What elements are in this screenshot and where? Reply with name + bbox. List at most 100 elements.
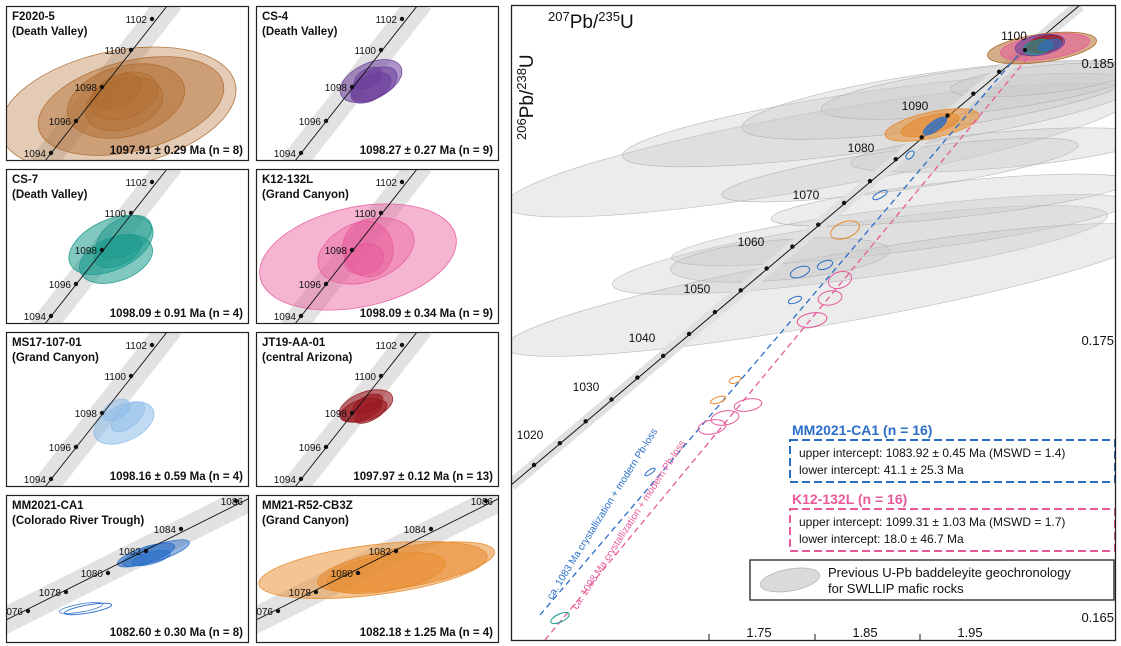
- concordia-age-label: 1100: [104, 372, 126, 383]
- concordia-age-label: 1098: [75, 83, 98, 94]
- concordia-age-label: 1100: [104, 209, 126, 220]
- analysis-ellipse-open: [872, 189, 888, 201]
- panel-frame: [255, 5, 500, 162]
- concordia-age-dot: [393, 548, 399, 554]
- concordia-age-label: 1082: [119, 547, 142, 558]
- panel-plot-area: 1086 1084 1082 1080 1078 076: [6, 495, 249, 635]
- panel-title: MM21-R52-CB3Z: [262, 500, 353, 512]
- concordia-age-dot: [25, 608, 31, 614]
- panel-mm2021-ca1: 1086 1084 1082 1080 1078 076 MM2021-CA1 (Colora…: [5, 494, 250, 644]
- concordia-age-dot: [99, 84, 105, 90]
- previous-data-ellipse: [950, 62, 1116, 98]
- panel-k12-132l: 1102 1100 1098 1096 1094 K12-132L (Grand Canyo…: [255, 168, 500, 325]
- analysis-ellipse-open: [550, 611, 570, 625]
- concordia-age-dot: [298, 313, 304, 319]
- concordia-age-label: 1102: [375, 15, 397, 26]
- panel-age-result: 1082.18 ± 1.25 Ma (n = 4): [360, 627, 493, 639]
- concordia-age-label: 1096: [49, 280, 72, 291]
- concordia-age-dot: [128, 373, 134, 379]
- panel-title: CS-7: [12, 174, 38, 186]
- panel-age-result: 1097.91 ± 0.29 Ma (n = 8): [110, 145, 243, 157]
- concordia-minor-dot: [738, 288, 743, 293]
- panel-title: F2020-5: [12, 11, 55, 23]
- concordia-minor-dot: [790, 244, 795, 249]
- panel-plot-area: 1102 1100 1098 1096 1094: [24, 332, 182, 487]
- concordia-age-label: 076: [256, 607, 273, 618]
- previous-data-ellipse: [721, 137, 1079, 203]
- analysis-ellipse-open: [817, 290, 843, 306]
- analysis-ellipse: [58, 602, 104, 614]
- analysis-ellipse-open: [796, 312, 828, 328]
- concordia-line: [6, 497, 249, 621]
- panel-frame: [255, 168, 500, 325]
- panel-f2020-5: 1102 1100 1098 1096 1094 F2020-5 (Death Valley…: [5, 5, 250, 162]
- analysis-ellipse: [110, 401, 146, 433]
- concordia-age-dot: [128, 210, 134, 216]
- concordia-age-dot: [378, 210, 384, 216]
- concordia-age-dot: [349, 84, 355, 90]
- legend-prev-swatch: [760, 567, 820, 593]
- concordia-age-label: 1094: [24, 149, 47, 160]
- concordia-minor-dot: [764, 266, 769, 271]
- panel-title: MS17-107-01: [12, 337, 82, 349]
- concordia-age-dot: [355, 570, 361, 576]
- concordia-age-dot: [399, 179, 405, 185]
- concordia-age-dot: [483, 498, 489, 504]
- analysis-ellipse-open: [827, 270, 853, 290]
- previous-data-ellipse: [511, 223, 1116, 357]
- analysis-ellipse: [354, 400, 388, 424]
- panel-location: (Grand Canyon): [12, 352, 99, 364]
- panel-age-result: 1097.97 ± 0.12 Ma (n = 13): [353, 471, 493, 483]
- concordia-age-dot: [73, 281, 79, 287]
- concordia-age-label: 1100: [354, 209, 376, 220]
- panel-age-result: 1082.60 ± 0.30 Ma (n = 8): [110, 627, 243, 639]
- concordia-age-label: 1040: [629, 331, 656, 345]
- analysis-ellipse-open: [733, 398, 763, 412]
- concordia-age-dot: [48, 476, 54, 482]
- legend-pink-upper: upper intercept: 1099.31 ± 1.03 Ma (MSWD…: [799, 515, 1065, 529]
- concordia-age-label: 1086: [221, 497, 244, 508]
- panel-title: MM2021-CA1: [12, 500, 84, 512]
- analysis-ellipse: [94, 73, 142, 109]
- concordia-age-label: 1090: [902, 99, 929, 113]
- concordia-age-label: 1080: [331, 569, 354, 580]
- concordia-age-dot: [349, 247, 355, 253]
- panel-location: (Grand Canyon): [262, 189, 349, 201]
- concordia-age-dot: [48, 150, 54, 156]
- analysis-ellipse-open: [697, 419, 727, 435]
- panel-cs-7: 1102 1100 1098 1096 1094 CS-7 (Death Valley) 10…: [5, 168, 250, 325]
- panel-plot-area: 1102 1100 1098 1096 1094: [24, 169, 182, 324]
- previous-data-ellipse: [850, 127, 1116, 173]
- panel-location: (central Arizona): [262, 352, 352, 364]
- concordia-line: [44, 332, 168, 487]
- concordia-line: [256, 497, 499, 621]
- panel-title: K12-132L: [262, 174, 313, 186]
- concordia-age-dot: [399, 342, 405, 348]
- concordia-age-label: 076: [6, 607, 23, 618]
- concordia-age-dot: [349, 410, 355, 416]
- concordia-age-label: 1102: [125, 178, 147, 189]
- concordia-age-dot: [298, 476, 304, 482]
- concordia-age-dot: [128, 47, 134, 53]
- legend-pink-title: K12-132L (n = 16): [792, 491, 907, 507]
- panel-frame: [5, 494, 250, 644]
- panel-frame: [255, 494, 500, 644]
- concordia-age-label: 1096: [49, 443, 72, 454]
- concordia-age-dot: [149, 16, 155, 22]
- analysis-ellipse-open: [789, 265, 811, 279]
- panel-age-result: 1098.16 ± 0.59 Ma (n = 4): [110, 471, 243, 483]
- y-tick-label: 0.185: [1081, 56, 1114, 71]
- concordia-minor-dot: [1022, 47, 1028, 53]
- analysis-ellipse: [922, 116, 948, 136]
- y-tick-label: 0.175: [1081, 333, 1114, 348]
- concordia-age-label: 1098: [75, 409, 98, 420]
- discordia-line-blue: [539, 54, 1019, 616]
- analysis-ellipse: [37, 56, 225, 156]
- concordia-minor-dot: [867, 178, 873, 184]
- concordia-minor-dot: [609, 397, 614, 402]
- panel-plot-area: 1102 1100 1098 1096 1094: [259, 169, 457, 324]
- concordia-minor-dot: [686, 331, 692, 337]
- main-concordia-plot: 1020 1030 1040 1050 1060 1070 1080 1090 1100 0.18…: [510, 4, 1117, 642]
- concordia-age-label: 1102: [125, 15, 147, 26]
- concordia-age-label: 1080: [81, 569, 104, 580]
